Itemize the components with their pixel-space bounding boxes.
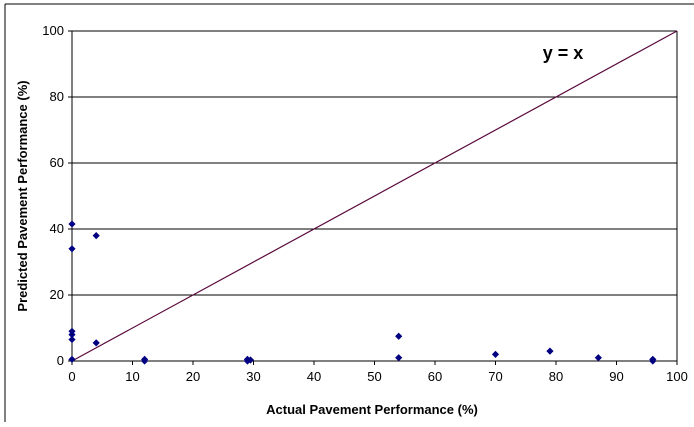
x-tick-label: 10 <box>125 369 139 384</box>
x-axis-label: Actual Pavement Performance (%) <box>266 402 478 417</box>
x-tick-label: 40 <box>307 369 321 384</box>
axes <box>68 30 678 365</box>
x-tick-label: 50 <box>367 369 381 384</box>
data-point <box>68 355 76 363</box>
data-point <box>92 232 100 240</box>
data-point <box>395 332 403 340</box>
y-tick-label: 40 <box>50 221 64 236</box>
x-tick-label: 100 <box>666 369 688 384</box>
data-point <box>68 245 76 253</box>
data-point <box>395 354 403 362</box>
x-tick-label: 0 <box>68 369 75 384</box>
x-tick-label: 70 <box>488 369 502 384</box>
data-point <box>491 350 500 358</box>
x-tick-label: 80 <box>549 369 563 384</box>
y-tick-label: 100 <box>42 23 64 38</box>
data-point <box>649 357 657 365</box>
reference-line-y-equals-x <box>71 30 678 362</box>
y-axis-label: Predicted Pavement Performance (%) <box>15 80 30 311</box>
reference-line-group <box>71 30 678 362</box>
data-points <box>68 220 657 365</box>
annotation-label: y = x <box>543 43 584 63</box>
x-tick-label: 30 <box>246 369 260 384</box>
data-point <box>246 356 255 364</box>
y-tick-label: 60 <box>50 155 64 170</box>
data-point <box>546 347 554 355</box>
data-point <box>68 331 76 339</box>
x-tick-label: 60 <box>428 369 442 384</box>
y-tick-label: 20 <box>50 287 64 302</box>
data-point <box>141 357 149 365</box>
y-tick-label: 0 <box>57 353 64 368</box>
x-tick-label: 20 <box>186 369 200 384</box>
y-tick-label: 80 <box>50 89 64 104</box>
data-point <box>92 339 100 347</box>
data-point <box>68 335 76 344</box>
grid-lines <box>72 30 677 296</box>
data-point <box>594 354 602 362</box>
tick-labels: 0 20 40 60 80 100 0 10 20 30 40 50 60 70 80 90 100 <box>42 23 688 384</box>
x-tick-label: 90 <box>609 369 623 384</box>
data-point <box>68 220 76 228</box>
